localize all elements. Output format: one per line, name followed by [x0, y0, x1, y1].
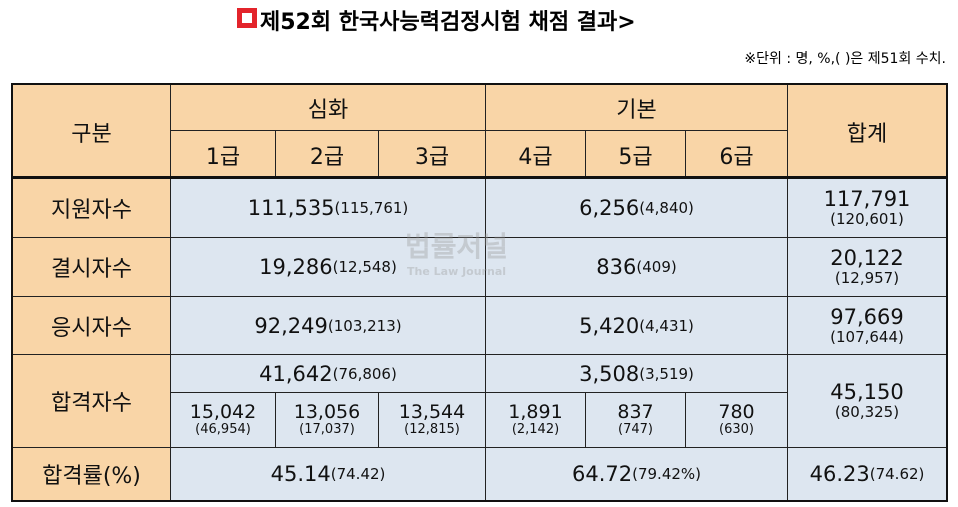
- total-value: 117,791: [823, 187, 911, 212]
- prev-value: (115,761): [334, 199, 409, 217]
- total-value: 45,150: [830, 380, 904, 405]
- table-cell: 19,286 (12,548): [170, 237, 486, 297]
- grade-header: 4급: [518, 144, 553, 170]
- prev-value: (79.42%): [632, 465, 702, 483]
- prev-value: (74.62): [869, 465, 925, 483]
- row-label: 응시자수: [51, 315, 132, 341]
- header-cell: 구분: [71, 121, 112, 147]
- row-label: 결시자수: [51, 257, 132, 282]
- value: 3,508: [579, 361, 640, 386]
- row-label: 합격률(%): [42, 464, 141, 489]
- table-cell: 41,642 (76,806): [170, 354, 486, 393]
- table-cell: 64.72 (79.42%): [485, 447, 788, 501]
- header-cell: 심화: [307, 97, 349, 123]
- grade-header: 3급: [414, 144, 450, 170]
- prev-value: (4,431): [639, 316, 694, 335]
- table-cell: 92,249 (103,213): [170, 296, 486, 355]
- prev-value: (76,806): [332, 364, 397, 383]
- table-cell: 1,891 (2,142): [485, 392, 586, 448]
- prev-value: (80,325): [834, 403, 900, 422]
- row-label: 지원자수: [51, 198, 132, 223]
- table-cell: 45,150 (80,325): [787, 354, 947, 448]
- title: 제52회 한국사능력검정시험 채점 결과>: [260, 10, 636, 35]
- header-rule: [11, 176, 946, 179]
- table-cell: 46.23 (74.62): [787, 447, 947, 501]
- table-cell: 6,256 (4,840): [485, 178, 788, 238]
- table-cell: 837 (747): [585, 392, 686, 448]
- total-value: 46.23: [809, 462, 870, 486]
- prev-value: (12,548): [332, 258, 397, 276]
- grade-value: 13,056: [293, 400, 361, 423]
- prev-value: (747): [618, 422, 653, 438]
- grade-value: 837: [617, 400, 654, 423]
- table-cell: 3급: [378, 130, 486, 179]
- prev-value: (3,519): [639, 364, 694, 383]
- total-value: 20,122: [830, 246, 904, 271]
- table-cell: 합계: [787, 84, 947, 179]
- value: 6,256: [579, 196, 640, 220]
- table-cell: 1급: [170, 130, 276, 179]
- value: 45.14: [270, 462, 331, 486]
- total-value: 97,669: [830, 304, 904, 329]
- prev-value: (46,954): [195, 422, 251, 438]
- grade-header: 5급: [618, 144, 653, 170]
- grade-value: 15,042: [189, 400, 257, 423]
- table-cell: 3,508 (3,519): [485, 354, 788, 393]
- table-cell: 13,544 (12,815): [378, 392, 486, 448]
- table-cell: 45.14 (74.42): [170, 447, 486, 501]
- prev-value: (17,037): [299, 422, 355, 438]
- value: 836: [596, 255, 637, 279]
- table-frame: [11, 83, 948, 502]
- value: 64.72: [571, 462, 633, 486]
- table-cell: 15,042 (46,954): [170, 392, 276, 448]
- grade-header: 6급: [719, 144, 754, 170]
- grade-header: 1급: [205, 144, 241, 170]
- table-cell: 6급: [685, 130, 788, 179]
- value: 5,420: [579, 313, 640, 338]
- prev-value: (120,601): [830, 210, 904, 229]
- table-cell: 5,420 (4,431): [485, 296, 788, 355]
- grade-value: 780: [718, 400, 755, 423]
- grade-header: 2급: [309, 144, 345, 170]
- header-cell: 합계: [846, 121, 888, 147]
- table-cell: 5급: [585, 130, 686, 179]
- prev-value: (630): [719, 422, 754, 438]
- value: 111,535: [247, 196, 335, 220]
- prev-value: (409): [636, 258, 677, 276]
- row-label: 합격자수: [51, 391, 132, 416]
- grade-value: 1,891: [508, 400, 563, 423]
- table-cell: 117,791 (120,601): [787, 178, 947, 238]
- table-cell: 111,535 (115,761): [170, 178, 486, 238]
- table-cell: 780 (630): [685, 392, 788, 448]
- value: 19,286: [259, 255, 333, 279]
- table-cell: 13,056 (17,037): [275, 392, 379, 448]
- prev-value: (107,644): [830, 327, 904, 346]
- table-cell: 결시자수: [12, 237, 171, 297]
- value: 92,249: [254, 313, 328, 338]
- table-cell: 합격자수: [12, 354, 171, 448]
- table-cell: 4급: [485, 130, 586, 179]
- prev-value: (74.42): [330, 465, 386, 483]
- header-cell: 기본: [616, 97, 657, 123]
- prev-value: (12,957): [834, 269, 900, 288]
- grade-value: 13,544: [398, 400, 466, 423]
- prev-value: (103,213): [327, 316, 402, 335]
- value: 41,642: [259, 361, 333, 386]
- prev-value: (4,840): [639, 199, 694, 217]
- prev-value: (2,142): [511, 422, 560, 438]
- note: ※단위 : 명, %,( )은 제51회 수치.: [744, 51, 946, 67]
- title-icon: [237, 8, 257, 28]
- table-cell: 836 (409): [485, 237, 788, 297]
- prev-value: (12,815): [404, 422, 460, 438]
